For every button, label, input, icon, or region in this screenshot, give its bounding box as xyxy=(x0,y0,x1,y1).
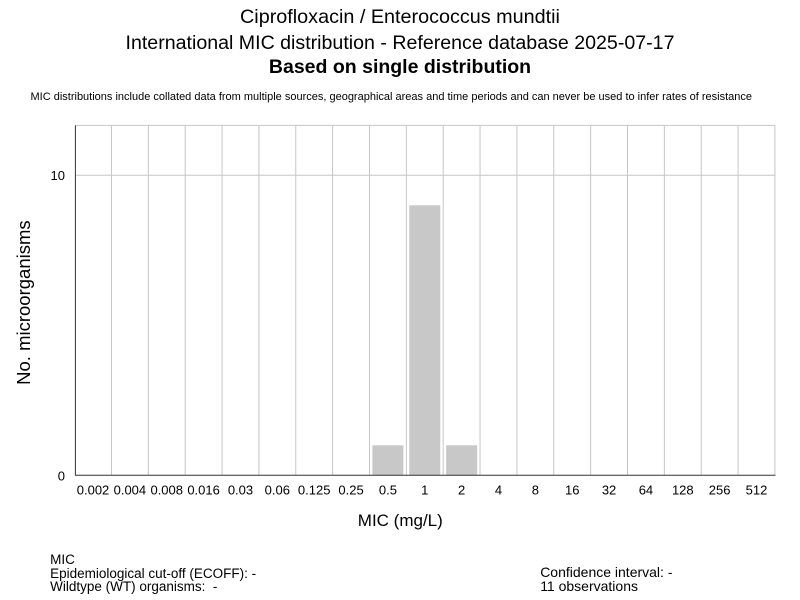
svg-text:0: 0 xyxy=(58,468,65,483)
svg-text:0.004: 0.004 xyxy=(114,483,147,498)
svg-text:0.016: 0.016 xyxy=(187,483,220,498)
svg-text:8: 8 xyxy=(532,483,539,498)
svg-text:0.06: 0.06 xyxy=(265,483,290,498)
svg-text:128: 128 xyxy=(672,483,694,498)
svg-text:512: 512 xyxy=(746,483,768,498)
svg-text:0.008: 0.008 xyxy=(150,483,183,498)
svg-text:10: 10 xyxy=(51,168,65,183)
svg-text:0.5: 0.5 xyxy=(379,483,397,498)
svg-text:No. microorganisms: No. microorganisms xyxy=(13,220,34,385)
svg-text:1: 1 xyxy=(421,483,428,498)
svg-text:2: 2 xyxy=(458,483,465,498)
svg-text:256: 256 xyxy=(709,483,731,498)
svg-text:64: 64 xyxy=(639,483,653,498)
svg-text:MIC (mg/L): MIC (mg/L) xyxy=(358,511,443,530)
svg-text:0.03: 0.03 xyxy=(228,483,253,498)
svg-text:0.25: 0.25 xyxy=(338,483,363,498)
svg-text:32: 32 xyxy=(602,483,616,498)
svg-text:0.125: 0.125 xyxy=(298,483,331,498)
svg-text:4: 4 xyxy=(495,483,502,498)
svg-text:16: 16 xyxy=(565,483,579,498)
svg-text:0.002: 0.002 xyxy=(77,483,110,498)
